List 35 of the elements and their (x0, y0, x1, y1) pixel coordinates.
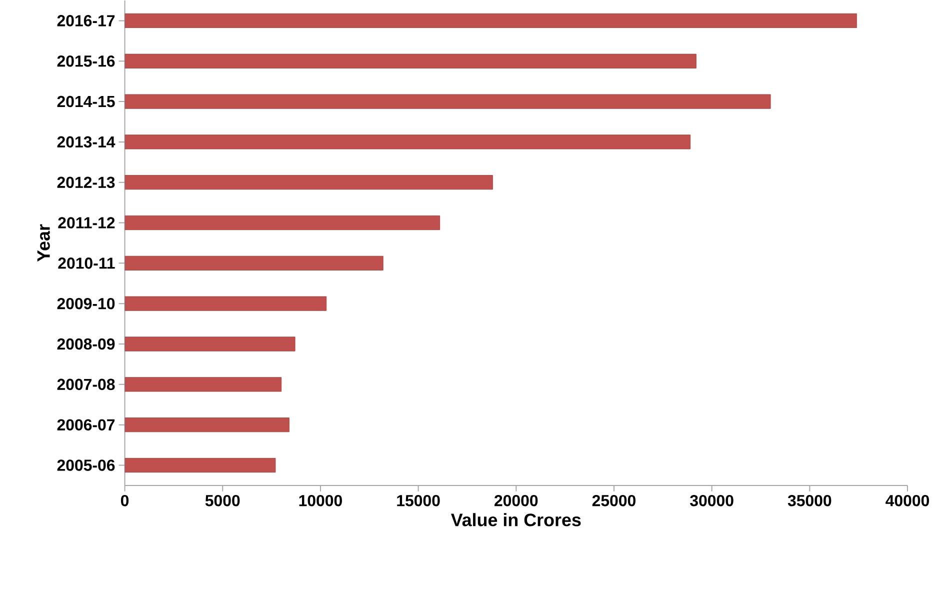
x-tick-label: 0 (120, 495, 129, 506)
y-tick-label: 2012-13 (57, 176, 115, 188)
x-tick-label: 40000 (886, 495, 930, 506)
y-axis-title: Year (37, 224, 50, 262)
y-tick-label: 2006-07 (57, 419, 115, 431)
y-tick-label: 2013-14 (57, 136, 116, 148)
bar (124, 54, 696, 68)
bar (124, 94, 771, 109)
y-tick-label: 2010-11 (58, 258, 115, 269)
bar (124, 418, 290, 432)
bar (124, 216, 440, 230)
bar (124, 336, 296, 352)
y-tick-label: 2007-08 (57, 378, 115, 390)
bar (124, 296, 327, 311)
x-tick-label: 20000 (494, 495, 538, 506)
x-tick-label: 30000 (690, 495, 734, 506)
bar (124, 175, 493, 190)
y-tick-label: 2014-15 (57, 96, 115, 108)
x-tick-label: 5000 (205, 495, 240, 506)
y-tick-label: 2005-06 (57, 460, 115, 471)
bar (124, 256, 384, 271)
y-tick-label: 2016-17 (57, 15, 115, 26)
y-tick-label: 2009-10 (57, 298, 115, 310)
bar (124, 134, 691, 150)
bar (124, 377, 282, 392)
y-tick-label: 2015-16 (57, 56, 115, 67)
x-tick-label: 15000 (397, 495, 440, 506)
x-tick-label: 10000 (299, 495, 342, 506)
x-tick-label: 25000 (592, 495, 636, 506)
bar (124, 14, 857, 28)
x-axis-title: Value in Crores (450, 513, 581, 526)
y-tick-label: 2011-12 (58, 217, 115, 229)
y-tick-label: 2008-09 (57, 338, 115, 350)
x-tick-label: 35000 (788, 495, 832, 506)
bar (124, 458, 276, 473)
